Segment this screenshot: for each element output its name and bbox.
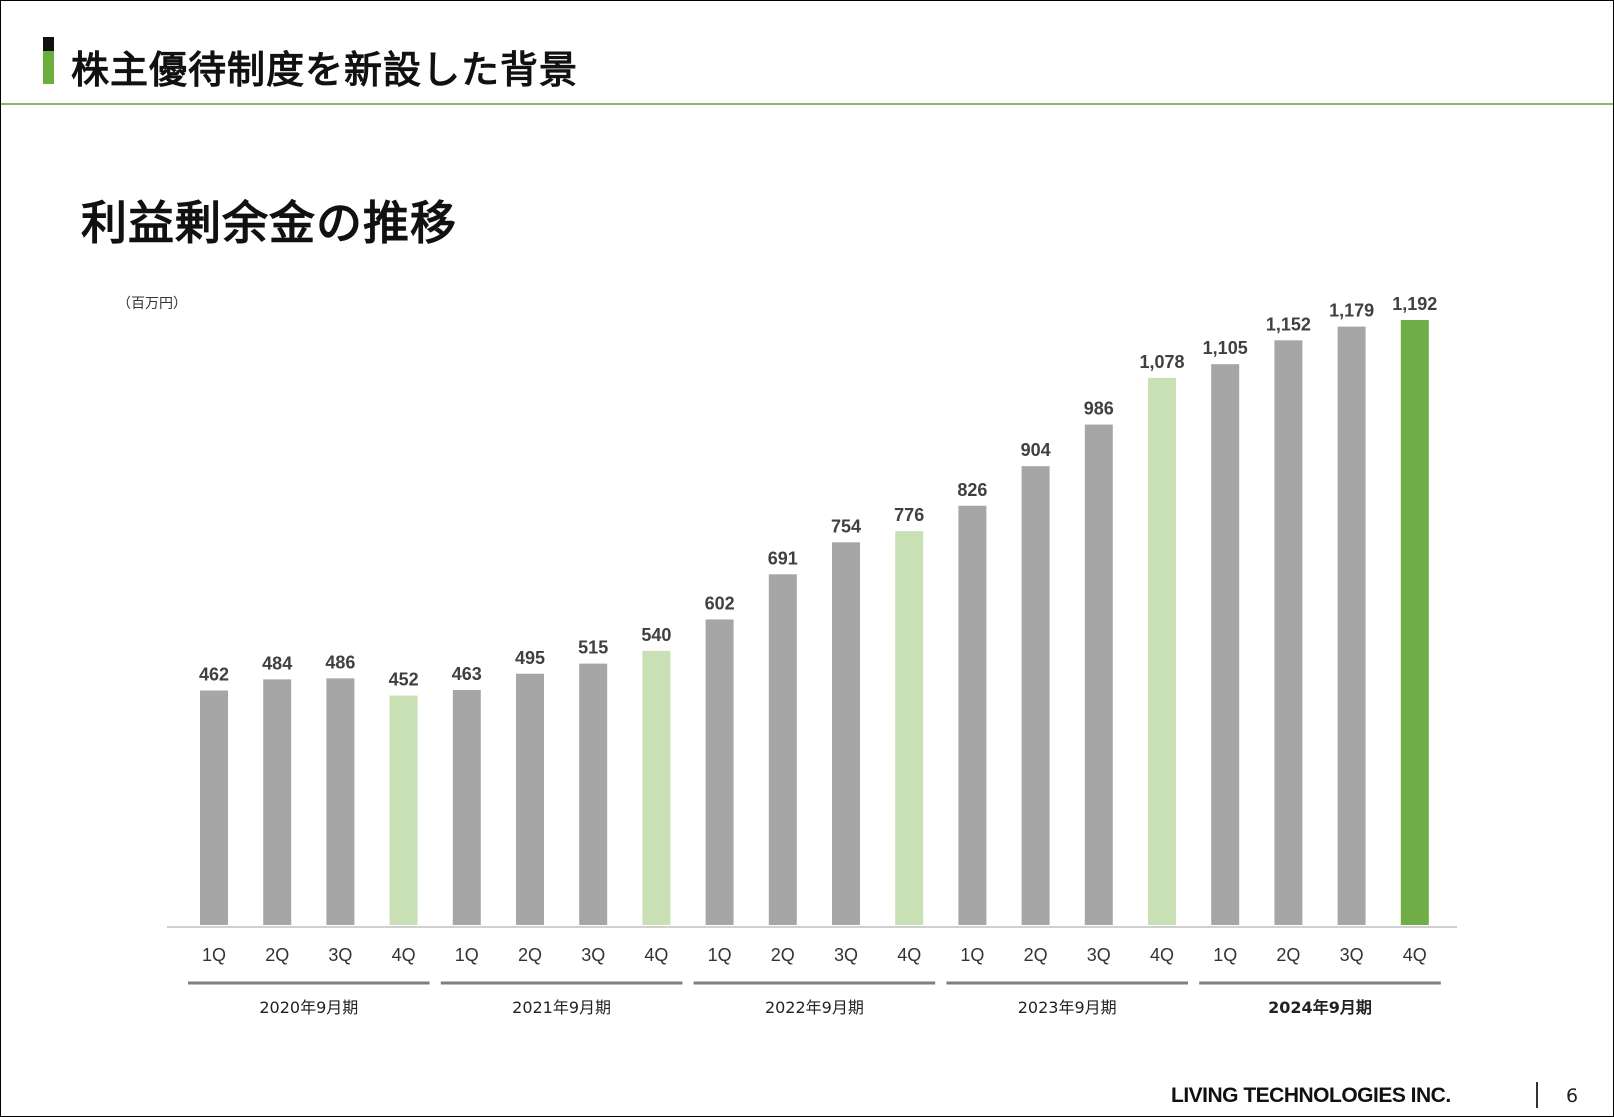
x-tick-label: 4Q — [1403, 945, 1427, 965]
data-label: 1,078 — [1139, 352, 1184, 372]
bar — [832, 542, 860, 925]
x-tick-label: 2Q — [265, 945, 289, 965]
bar — [263, 679, 292, 925]
data-label: 602 — [705, 593, 735, 613]
bar — [705, 619, 734, 925]
x-tick-label: 2Q — [1024, 945, 1048, 965]
data-label: 1,152 — [1266, 314, 1311, 334]
fiscal-year-label: 2022年9月期 — [765, 998, 864, 1017]
bar — [1084, 424, 1113, 925]
fiscal-year-label: 2020年9月期 — [259, 998, 358, 1017]
bar — [958, 505, 987, 925]
data-label: 484 — [262, 653, 292, 673]
header-accent-bar — [43, 51, 54, 84]
bar — [579, 663, 608, 925]
fiscal-year-label: 2021年9月期 — [512, 998, 611, 1017]
bar — [642, 650, 671, 925]
data-label: 452 — [389, 670, 419, 690]
x-tick-label: 4Q — [392, 945, 416, 965]
chart-unit-label: （百万円） — [117, 296, 187, 312]
bar — [452, 690, 481, 925]
section-title: 利益剰余金の推移 — [81, 196, 457, 250]
data-label: 1,105 — [1203, 338, 1248, 358]
header-accent-mark — [43, 37, 54, 51]
company-logo-text: LIVING TECHNOLOGIES INC. — [1171, 1084, 1451, 1107]
x-tick-label: 4Q — [897, 945, 921, 965]
x-tick-label: 1Q — [202, 945, 226, 965]
bar — [1337, 326, 1366, 925]
bar — [1274, 340, 1303, 925]
x-tick-label: 3Q — [1087, 945, 1111, 965]
x-tick-label: 3Q — [328, 945, 352, 965]
fiscal-year-label: 2024年9月期 — [1268, 998, 1372, 1017]
data-label: 1,179 — [1329, 301, 1374, 321]
data-label: 495 — [515, 648, 545, 668]
header-bar: 株主優待制度を新設した背景 — [1, 1, 1613, 105]
fiscal-year-label: 2023年9月期 — [1018, 998, 1117, 1017]
x-tick-label: 4Q — [644, 945, 668, 965]
data-label: 462 — [199, 665, 229, 685]
bar — [1021, 466, 1050, 925]
page-title: 株主優待制度を新設した背景 — [71, 48, 579, 92]
bar — [389, 695, 418, 925]
x-tick-label: 2Q — [771, 945, 795, 965]
bar — [516, 673, 544, 925]
bar — [1148, 377, 1176, 926]
x-tick-label: 4Q — [1150, 945, 1174, 965]
x-tick-label: 1Q — [455, 945, 479, 965]
data-label: 1,192 — [1392, 294, 1437, 314]
data-label: 776 — [894, 505, 924, 525]
data-label: 904 — [1021, 440, 1051, 460]
bar — [1400, 320, 1429, 925]
x-tick-label: 1Q — [708, 945, 732, 965]
data-label: 515 — [578, 638, 608, 658]
data-label: 540 — [641, 625, 671, 645]
x-tick-label: 3Q — [581, 945, 605, 965]
data-label: 691 — [768, 548, 798, 568]
x-tick-label: 3Q — [1340, 945, 1364, 965]
data-label: 986 — [1084, 399, 1114, 419]
data-label: 826 — [957, 480, 987, 500]
data-label: 463 — [452, 664, 482, 684]
bar — [1211, 364, 1240, 926]
x-tick-label: 1Q — [960, 945, 984, 965]
data-label: 486 — [325, 652, 355, 672]
x-tick-label: 1Q — [1213, 945, 1237, 965]
x-tick-label: 3Q — [834, 945, 858, 965]
bar — [768, 574, 797, 925]
bar — [326, 678, 355, 925]
footer-divider — [1536, 1082, 1538, 1108]
retained-earnings-chart: 462 1Q 484 2Q 486 3Q 452 4Q 2020年9月期 463 1Q 495 2Q 51… — [167, 294, 1457, 1017]
x-tick-label: 2Q — [518, 945, 542, 965]
bar — [200, 690, 228, 925]
x-tick-label: 2Q — [1276, 945, 1300, 965]
data-label: 754 — [831, 516, 861, 536]
bar — [895, 531, 924, 925]
page-number: 6 — [1566, 1085, 1579, 1107]
